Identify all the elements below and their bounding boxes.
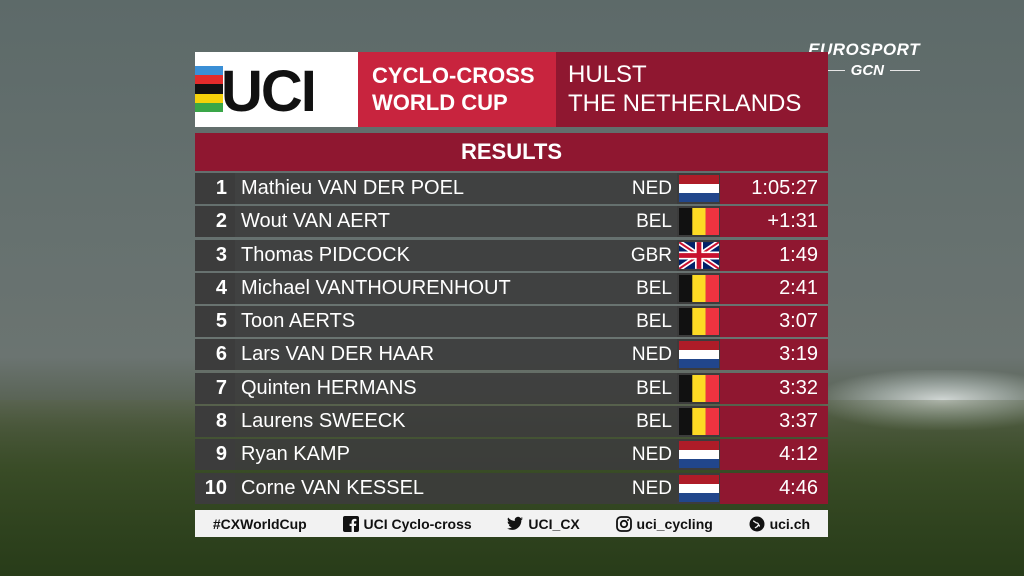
instagram-icon xyxy=(615,515,632,532)
finish-time: +1:31 xyxy=(720,206,828,238)
nationality-code: BEL xyxy=(625,206,677,238)
rider-name: Ryan KAMP xyxy=(235,439,625,471)
table-row: 1 Mathieu VAN DER POEL NED 1:05:27 xyxy=(195,173,828,204)
table-row: 8 Laurens SWEECK BEL 3:37 xyxy=(195,406,828,438)
table-row: 2 Wout VAN AERT BEL +1:31 xyxy=(195,206,828,238)
gcn-logo: GCN xyxy=(850,62,884,79)
finish-time: 1:49 xyxy=(720,239,828,271)
rider-name: Laurens SWEECK xyxy=(235,406,625,438)
uk-flag-icon xyxy=(677,239,720,271)
rider-name: Michael VANTHOURENHOUT xyxy=(235,272,625,304)
belgium-flag-icon xyxy=(677,206,720,238)
social-footer: #CXWorldCup UCI Cyclo-cross UCI_CX uci_c… xyxy=(195,510,828,537)
netherlands-flag-icon xyxy=(677,472,720,504)
uci-logo: UCI xyxy=(195,52,358,127)
netherlands-flag-icon xyxy=(677,439,720,471)
rank: 3 xyxy=(195,239,235,271)
finish-time: 3:37 xyxy=(720,406,828,438)
nationality-code: NED xyxy=(625,173,677,204)
rider-name: Quinten HERMANS xyxy=(235,372,625,404)
competition-name: CYCLO-CROSS WORLD CUP xyxy=(358,52,556,127)
rider-name: Mathieu VAN DER POEL xyxy=(235,173,625,204)
header-banner: UCI CYCLO-CROSS WORLD CUP HULST THE NETH… xyxy=(195,52,828,127)
finish-time: 1:05:27 xyxy=(720,173,828,204)
twitter-link: UCI_CX xyxy=(507,516,580,532)
results-title: RESULTS xyxy=(195,133,828,171)
finish-time: 3:07 xyxy=(720,306,828,338)
table-row: 9 Ryan KAMP NED 4:12 xyxy=(195,439,828,471)
nationality-code: BEL xyxy=(625,272,677,304)
table-row: 5 Toon AERTS BEL 3:07 xyxy=(195,306,828,338)
rank: 9 xyxy=(195,439,235,471)
table-row: 10 Corne VAN KESSEL NED 4:46 xyxy=(195,472,828,504)
rank: 1 xyxy=(195,173,235,204)
rainbow-stripes-icon xyxy=(195,66,223,112)
rider-name: Wout VAN AERT xyxy=(235,206,625,238)
results-table: 1 Mathieu VAN DER POEL NED 1:05:27 2 Wout VAN… xyxy=(195,173,828,506)
rank: 4 xyxy=(195,272,235,304)
table-row: 4 Michael VANTHOURENHOUT BEL 2:41 xyxy=(195,272,828,304)
belgium-flag-icon xyxy=(677,306,720,338)
rider-name: Thomas PIDCOCK xyxy=(235,239,625,271)
table-row: 7 Quinten HERMANS BEL 3:32 xyxy=(195,372,828,404)
hashtag: #CXWorldCup xyxy=(212,515,307,532)
globe-icon xyxy=(749,516,765,532)
rider-name: Corne VAN KESSEL xyxy=(235,472,625,504)
eurosport-logo: EUROSPORT xyxy=(808,40,920,59)
nationality-code: NED xyxy=(625,472,677,504)
rank: 7 xyxy=(195,372,235,404)
website-link: uci.ch xyxy=(749,516,810,532)
nationality-code: BEL xyxy=(625,372,677,404)
rider-name: Lars VAN DER HAAR xyxy=(235,339,625,371)
finish-time: 2:41 xyxy=(720,272,828,304)
facebook-icon xyxy=(342,515,359,532)
nationality-code: GBR xyxy=(625,239,677,271)
finish-time: 4:46 xyxy=(720,472,828,504)
rider-name: Toon AERTS xyxy=(235,306,625,338)
table-row: 3 Thomas PIDCOCK GBR 1:49 xyxy=(195,239,828,271)
facebook-link: UCI Cyclo-cross xyxy=(342,515,472,532)
uci-logo-text: UCI xyxy=(221,59,317,124)
belgium-flag-icon xyxy=(677,406,720,438)
finish-time: 3:19 xyxy=(720,339,828,371)
belgium-flag-icon xyxy=(677,372,720,404)
table-row: 6 Lars VAN DER HAAR NED 3:19 xyxy=(195,339,828,371)
twitter-icon xyxy=(507,516,524,532)
nationality-code: NED xyxy=(625,439,677,471)
nationality-code: NED xyxy=(625,339,677,371)
instagram-link: uci_cycling xyxy=(615,515,713,532)
nationality-code: BEL xyxy=(625,406,677,438)
finish-time: 4:12 xyxy=(720,439,828,471)
broadcaster-logo: EUROSPORT GCN xyxy=(790,40,920,79)
belgium-flag-icon xyxy=(677,272,720,304)
netherlands-flag-icon xyxy=(677,339,720,371)
rank: 6 xyxy=(195,339,235,371)
rank: 5 xyxy=(195,306,235,338)
location: HULST THE NETHERLANDS xyxy=(556,52,828,127)
rank: 2 xyxy=(195,206,235,238)
finish-time: 3:32 xyxy=(720,372,828,404)
netherlands-flag-icon xyxy=(677,173,720,204)
rank: 8 xyxy=(195,406,235,438)
nationality-code: BEL xyxy=(625,306,677,338)
rank: 10 xyxy=(195,472,235,504)
